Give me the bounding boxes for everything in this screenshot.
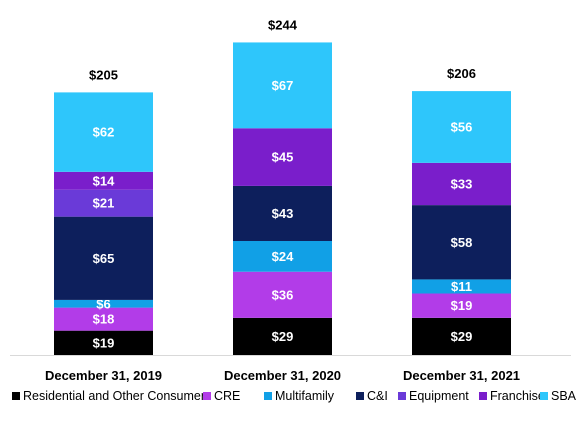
data-label: $19 xyxy=(451,298,473,313)
data-label: $6 xyxy=(96,296,110,311)
legend-label: Franchise xyxy=(490,389,545,403)
data-label: $45 xyxy=(272,150,294,165)
legend-item: C&I xyxy=(356,389,388,403)
data-label: $14 xyxy=(93,173,115,188)
legend-label: CRE xyxy=(214,389,240,403)
legend-label: SBA xyxy=(551,389,577,403)
category-label: December 31, 2021 xyxy=(403,368,520,383)
legend-swatch xyxy=(398,392,406,400)
legend-label: C&I xyxy=(367,389,388,403)
legend-item: Multifamily xyxy=(264,389,335,403)
legend-swatch xyxy=(479,392,487,400)
bar-segment xyxy=(412,317,511,355)
bar-segment xyxy=(54,330,153,355)
legend-swatch xyxy=(264,392,272,400)
bar-segment xyxy=(412,279,511,294)
bar-segment xyxy=(54,307,153,331)
legend-swatch xyxy=(12,392,20,400)
bar-segment xyxy=(412,205,511,280)
bar-segment xyxy=(54,299,153,308)
data-label: $43 xyxy=(272,206,294,221)
bar-segment xyxy=(233,42,332,129)
category-label: December 31, 2020 xyxy=(224,368,341,383)
legend-swatch xyxy=(356,392,364,400)
data-label: $18 xyxy=(93,312,115,327)
data-label: $58 xyxy=(451,235,473,250)
total-label: $244 xyxy=(268,17,298,32)
bar-segment xyxy=(412,162,511,206)
data-label: $65 xyxy=(93,251,115,266)
total-label: $205 xyxy=(89,67,118,82)
data-label: $11 xyxy=(451,279,472,294)
data-label: $67 xyxy=(272,78,294,93)
bar-segment xyxy=(54,92,153,172)
bar-segment xyxy=(233,240,332,272)
legend-item: CRE xyxy=(203,389,240,403)
legend-label: Multifamily xyxy=(275,389,335,403)
data-label: $33 xyxy=(451,176,473,191)
legend-swatch xyxy=(540,392,548,400)
bar-segment xyxy=(412,91,511,163)
legend-label: Residential and Other Consumer xyxy=(23,389,205,403)
legend-label: Equipment xyxy=(409,389,469,403)
data-label: $29 xyxy=(451,329,473,344)
bar-segment xyxy=(54,189,153,217)
bar-segment xyxy=(54,216,153,300)
bar-segment xyxy=(233,271,332,318)
data-label: $36 xyxy=(272,287,294,302)
data-label: $62 xyxy=(93,125,115,140)
category-label: December 31, 2019 xyxy=(45,368,162,383)
data-label: $29 xyxy=(272,329,294,344)
bar-segment xyxy=(233,317,332,355)
bar-segment xyxy=(233,185,332,241)
data-label: $24 xyxy=(272,249,294,264)
legend-item: Residential and Other Consumer xyxy=(12,389,205,403)
legend-swatch xyxy=(203,392,211,400)
data-label: $21 xyxy=(93,196,115,211)
data-label: $19 xyxy=(93,335,115,350)
legend-item: Equipment xyxy=(398,389,469,403)
legend-item: Franchise xyxy=(479,389,545,403)
total-label: $206 xyxy=(447,66,476,81)
bar-segment xyxy=(54,171,153,190)
bar-segment xyxy=(412,293,511,318)
bar-segment xyxy=(233,128,332,186)
data-label: $56 xyxy=(451,119,473,134)
legend-item: SBA xyxy=(540,389,577,403)
